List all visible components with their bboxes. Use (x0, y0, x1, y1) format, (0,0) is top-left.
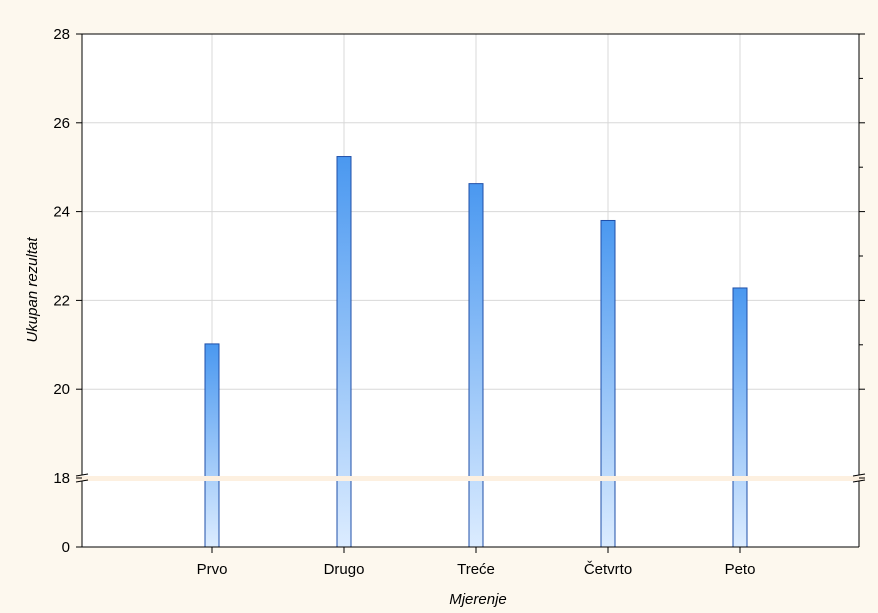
axis-break-mark (75, 479, 89, 483)
x-tick-label: Peto (725, 561, 756, 578)
bar-prvo (204, 343, 220, 548)
y-tick-labels: 0 18 20 22 24 26 28 (53, 26, 865, 556)
axis-break-mark (852, 473, 866, 477)
x-tick-label: Drugo (324, 561, 365, 578)
y-tick-label: 22 (53, 292, 70, 309)
y-tick-label: 0 (62, 539, 70, 556)
axis-break-band (76, 476, 865, 481)
y-tick-label: 24 (53, 204, 70, 221)
x-axis-title: Mjerenje (449, 591, 507, 608)
x-tick-label: Četvrto (584, 561, 632, 578)
bar-peto (732, 287, 748, 548)
bar-četvrto (600, 219, 616, 548)
y-tick-label: 20 (53, 381, 70, 398)
y-axis-title: Ukupan rezultat (24, 237, 41, 343)
x-tick-labels: Prvo Drugo Treće Četvrto Peto (197, 547, 756, 578)
y-tick-label: 26 (53, 115, 70, 132)
x-tick-label: Treće (457, 561, 495, 578)
y-tick-label: 28 (53, 26, 70, 43)
x-tick-label: Prvo (197, 561, 228, 578)
axis-break-mark (852, 479, 866, 483)
bar-drugo (336, 156, 352, 548)
y-tick-label: 18 (53, 470, 70, 487)
axis-break-mark (75, 473, 89, 477)
bar-treće (468, 183, 484, 548)
bars-group (76, 156, 865, 548)
